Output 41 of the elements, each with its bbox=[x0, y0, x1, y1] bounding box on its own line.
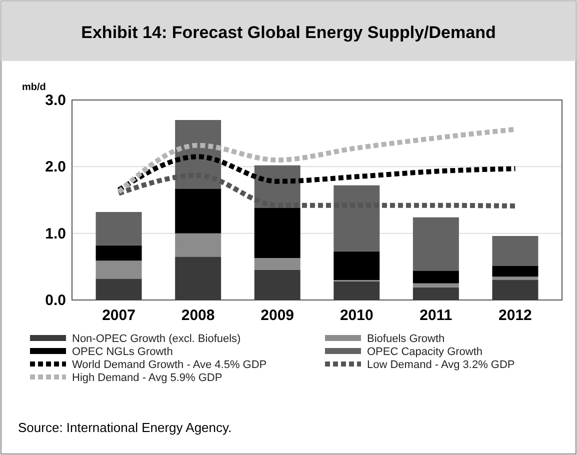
bar bbox=[254, 270, 300, 300]
bar bbox=[492, 280, 538, 300]
y-tick-label: 1.0 bbox=[45, 225, 66, 242]
x-tick-label: 2008 bbox=[181, 307, 215, 324]
bar bbox=[492, 276, 538, 280]
bar bbox=[492, 236, 538, 266]
bar bbox=[412, 287, 459, 300]
x-tick-label: 2010 bbox=[340, 307, 374, 324]
bar bbox=[412, 217, 459, 271]
y-tick-label: 3.0 bbox=[45, 92, 66, 109]
x-tick-label: 2011 bbox=[420, 307, 452, 324]
y-tick-label: 2.0 bbox=[45, 158, 66, 176]
bar bbox=[412, 283, 459, 288]
y-tick-label: 0.0 bbox=[45, 292, 66, 309]
bar bbox=[334, 185, 380, 252]
y-axis-title: mb/d bbox=[22, 82, 46, 93]
bar bbox=[175, 188, 222, 234]
legend-label: OPEC Capacity Growth bbox=[367, 346, 483, 358]
bar bbox=[492, 266, 538, 277]
legend-label: Non-OPEC Growth (excl. Biofuels) bbox=[72, 333, 241, 345]
bar bbox=[175, 256, 222, 300]
legend-label: OPEC NGLs Growth bbox=[72, 346, 173, 358]
bar bbox=[96, 245, 142, 261]
x-tick-label: 2009 bbox=[260, 307, 294, 324]
bar bbox=[96, 278, 142, 300]
x-tick-label: 2012 bbox=[498, 307, 532, 324]
bar bbox=[254, 208, 300, 258]
bar bbox=[334, 281, 380, 300]
bar bbox=[96, 260, 142, 279]
bar bbox=[412, 270, 459, 284]
legend-label: High Demand - Avg 5.9% GDP bbox=[72, 372, 222, 384]
bar bbox=[334, 251, 380, 280]
source-note: Source: International Energy Agency. bbox=[18, 420, 232, 435]
legend-label: Low Demand - Avg 3.2% GDP bbox=[367, 359, 515, 371]
chart-title: Exhibit 14: Forecast Global Energy Supply/Demand bbox=[81, 23, 496, 42]
x-tick-label: 2007 bbox=[102, 307, 136, 324]
bar bbox=[254, 258, 300, 270]
bar bbox=[175, 233, 222, 257]
bar bbox=[96, 212, 142, 246]
legend-label: World Demand Growth - Ave 4.5% GDP bbox=[72, 359, 267, 371]
legend-label: Biofuels Growth bbox=[367, 333, 445, 345]
